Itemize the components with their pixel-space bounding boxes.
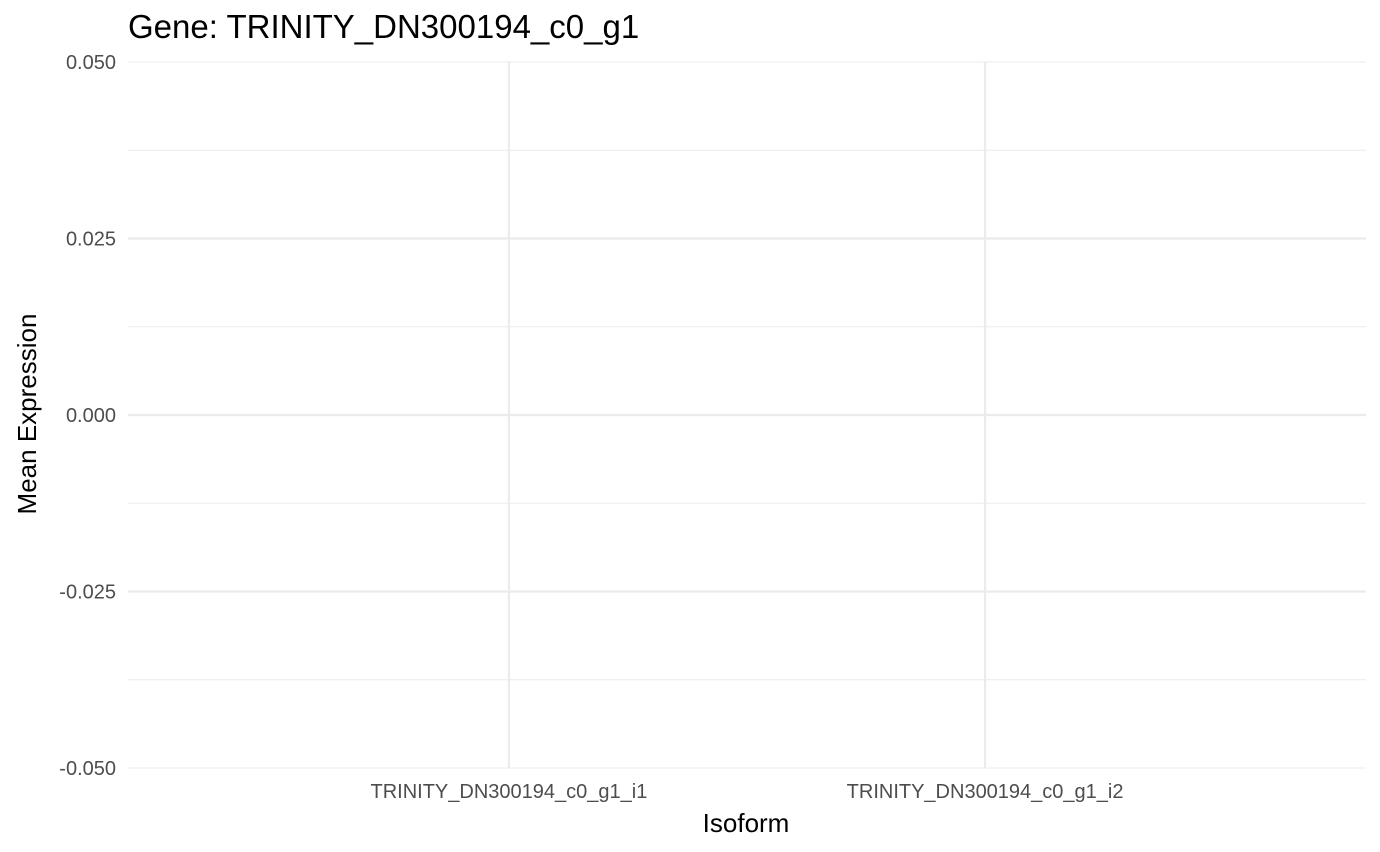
- chart-title: Gene: TRINITY_DN300194_c0_g1: [128, 8, 639, 45]
- y-tick-label: 0.000: [66, 405, 116, 427]
- minor-gridlines: [128, 149, 1366, 681]
- y-axis-title: Mean Expression: [12, 314, 42, 515]
- x-tick-label: TRINITY_DN300194_c0_g1_i2: [847, 781, 1124, 803]
- x-axis-tick-labels: TRINITY_DN300194_c0_g1_i1 TRINITY_DN30019…: [371, 781, 1124, 803]
- major-gridlines: [128, 61, 1366, 769]
- y-axis-tick-labels: -0.050 -0.025 0.000 0.025 0.050: [59, 52, 116, 780]
- y-tick-label: 0.050: [66, 52, 116, 74]
- y-tick-label: -0.025: [59, 582, 116, 604]
- x-axis-title: Isoform: [703, 808, 790, 838]
- y-tick-label: 0.025: [66, 229, 116, 251]
- y-tick-label: -0.050: [59, 758, 116, 780]
- x-tick-label: TRINITY_DN300194_c0_g1_i1: [371, 781, 648, 803]
